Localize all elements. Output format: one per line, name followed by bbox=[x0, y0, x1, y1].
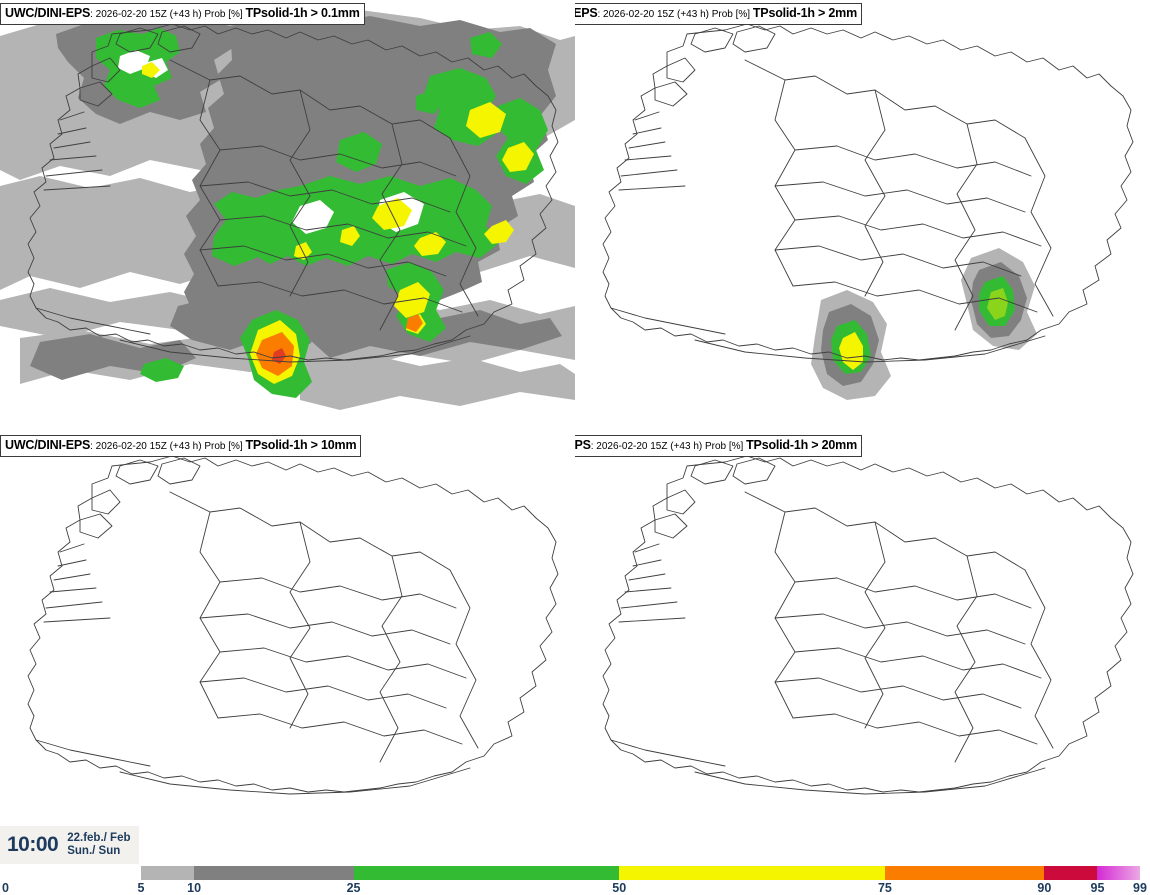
map-panel-2mm[interactable]: UWC/DINI-EPS: 2026-02-20 15Z (+43 h) Pro… bbox=[575, 0, 1150, 432]
colorbar-segment-yellow bbox=[619, 866, 885, 880]
colorbar-tick-25: 25 bbox=[346, 881, 361, 895]
colorbar[interactable]: 5 10 25 50 75 90 95 99 bbox=[138, 866, 1147, 895]
colorbar-segment-magenta bbox=[1097, 866, 1140, 880]
prob-level-90 bbox=[272, 348, 286, 364]
panel-run-label: : 2026-02-20 15Z (+43 h) Prob [%] bbox=[597, 9, 753, 20]
panel-model-label: UWC/DINI-EPS bbox=[575, 438, 591, 452]
panel-model-label: UWC/DINI-EPS bbox=[575, 6, 598, 20]
coastline-overlay bbox=[27, 455, 559, 795]
map-canvas-2mm bbox=[602, 23, 1134, 400]
colorbar-tick-50: 50 bbox=[612, 881, 627, 895]
panel-title-2mm: UWC/DINI-EPS: 2026-02-20 15Z (+43 h) Pro… bbox=[575, 3, 862, 25]
panel-title-0.1mm: UWC/DINI-EPS: 2026-02-20 15Z (+43 h) Pro… bbox=[0, 3, 365, 25]
panel-variable-label: TPsolid-1h > 10mm bbox=[245, 438, 357, 452]
panel-model-label: UWC/DINI-EPS bbox=[5, 6, 91, 20]
colorbar-tick-75: 75 bbox=[877, 881, 892, 895]
map-canvas-20mm bbox=[602, 455, 1134, 795]
panel-run-label: : 2026-02-20 15Z (+43 h) Prob [%] bbox=[90, 441, 246, 452]
valid-weekday-line: Sun./ Sun bbox=[67, 845, 121, 857]
panel-variable-label: TPsolid-1h > 20mm bbox=[746, 438, 857, 452]
valid-time-box: 10:00 22.feb./ Feb Sun./ Sun bbox=[0, 826, 139, 864]
coastline-overlay bbox=[602, 23, 1134, 363]
map-panel-10mm[interactable]: UWC/DINI-EPS: 2026-02-20 15Z (+43 h) Pro… bbox=[0, 432, 575, 864]
map-canvas-0.1mm bbox=[0, 10, 575, 410]
panel-model-label: UWC/DINI-EPS bbox=[5, 438, 91, 452]
colorbar-strip[interactable] bbox=[141, 866, 1140, 880]
coastline-overlay bbox=[27, 23, 559, 363]
colorbar-tick-5: 5 bbox=[137, 881, 145, 895]
coastline-overlay bbox=[602, 455, 1134, 795]
colorbar-tick-95: 95 bbox=[1090, 881, 1105, 895]
colorbar-segment-light-gray bbox=[141, 866, 195, 880]
panel-run-label: : 2026-02-20 15Z (+43 h) Prob [%] bbox=[90, 9, 246, 20]
colorbar-segment-green bbox=[353, 866, 620, 880]
colorbar-tick-99: 99 bbox=[1133, 881, 1147, 895]
colorbar-zero-label: 0 bbox=[2, 881, 9, 895]
panel-run-label: : 2026-02-20 15Z (+43 h) Prob [%] bbox=[590, 441, 747, 452]
map-panel-20mm[interactable]: UWC/DINI-EPS: 2026-02-20 15Z (+43 h) Pro… bbox=[575, 432, 1150, 864]
panel-title-10mm: UWC/DINI-EPS: 2026-02-20 15Z (+43 h) Pro… bbox=[0, 435, 362, 457]
colorbar-tick-90: 90 bbox=[1037, 881, 1052, 895]
panel-title-20mm: UWC/DINI-EPS: 2026-02-20 15Z (+43 h) Pro… bbox=[575, 435, 862, 457]
colorbar-segment-crimson bbox=[1044, 866, 1098, 880]
valid-time-clock: 10:00 bbox=[7, 833, 59, 856]
map-panel-0.1mm[interactable]: UWC/DINI-EPS: 2026-02-20 15Z (+43 h) Pro… bbox=[0, 0, 575, 432]
colorbar-tick-10: 10 bbox=[187, 881, 202, 895]
colorbar-segment-orange bbox=[884, 866, 1045, 880]
panel-variable-label: TPsolid-1h > 2mm bbox=[752, 6, 857, 20]
footer-bar: 10:00 22.feb./ Feb Sun./ Sun 0 5 10 25 50 75… bbox=[0, 826, 1150, 895]
map-canvas-10mm bbox=[27, 455, 559, 795]
map-panel-grid: UWC/DINI-EPS: 2026-02-20 15Z (+43 h) Pro… bbox=[0, 0, 1150, 795]
colorbar-segment-mid-gray bbox=[194, 866, 354, 880]
panel-variable-label: TPsolid-1h > 0.1mm bbox=[245, 6, 360, 20]
valid-date-line: 22.feb./ Feb bbox=[67, 832, 131, 845]
valid-date-block: 22.feb./ Feb Sun./ Sun bbox=[67, 832, 130, 858]
